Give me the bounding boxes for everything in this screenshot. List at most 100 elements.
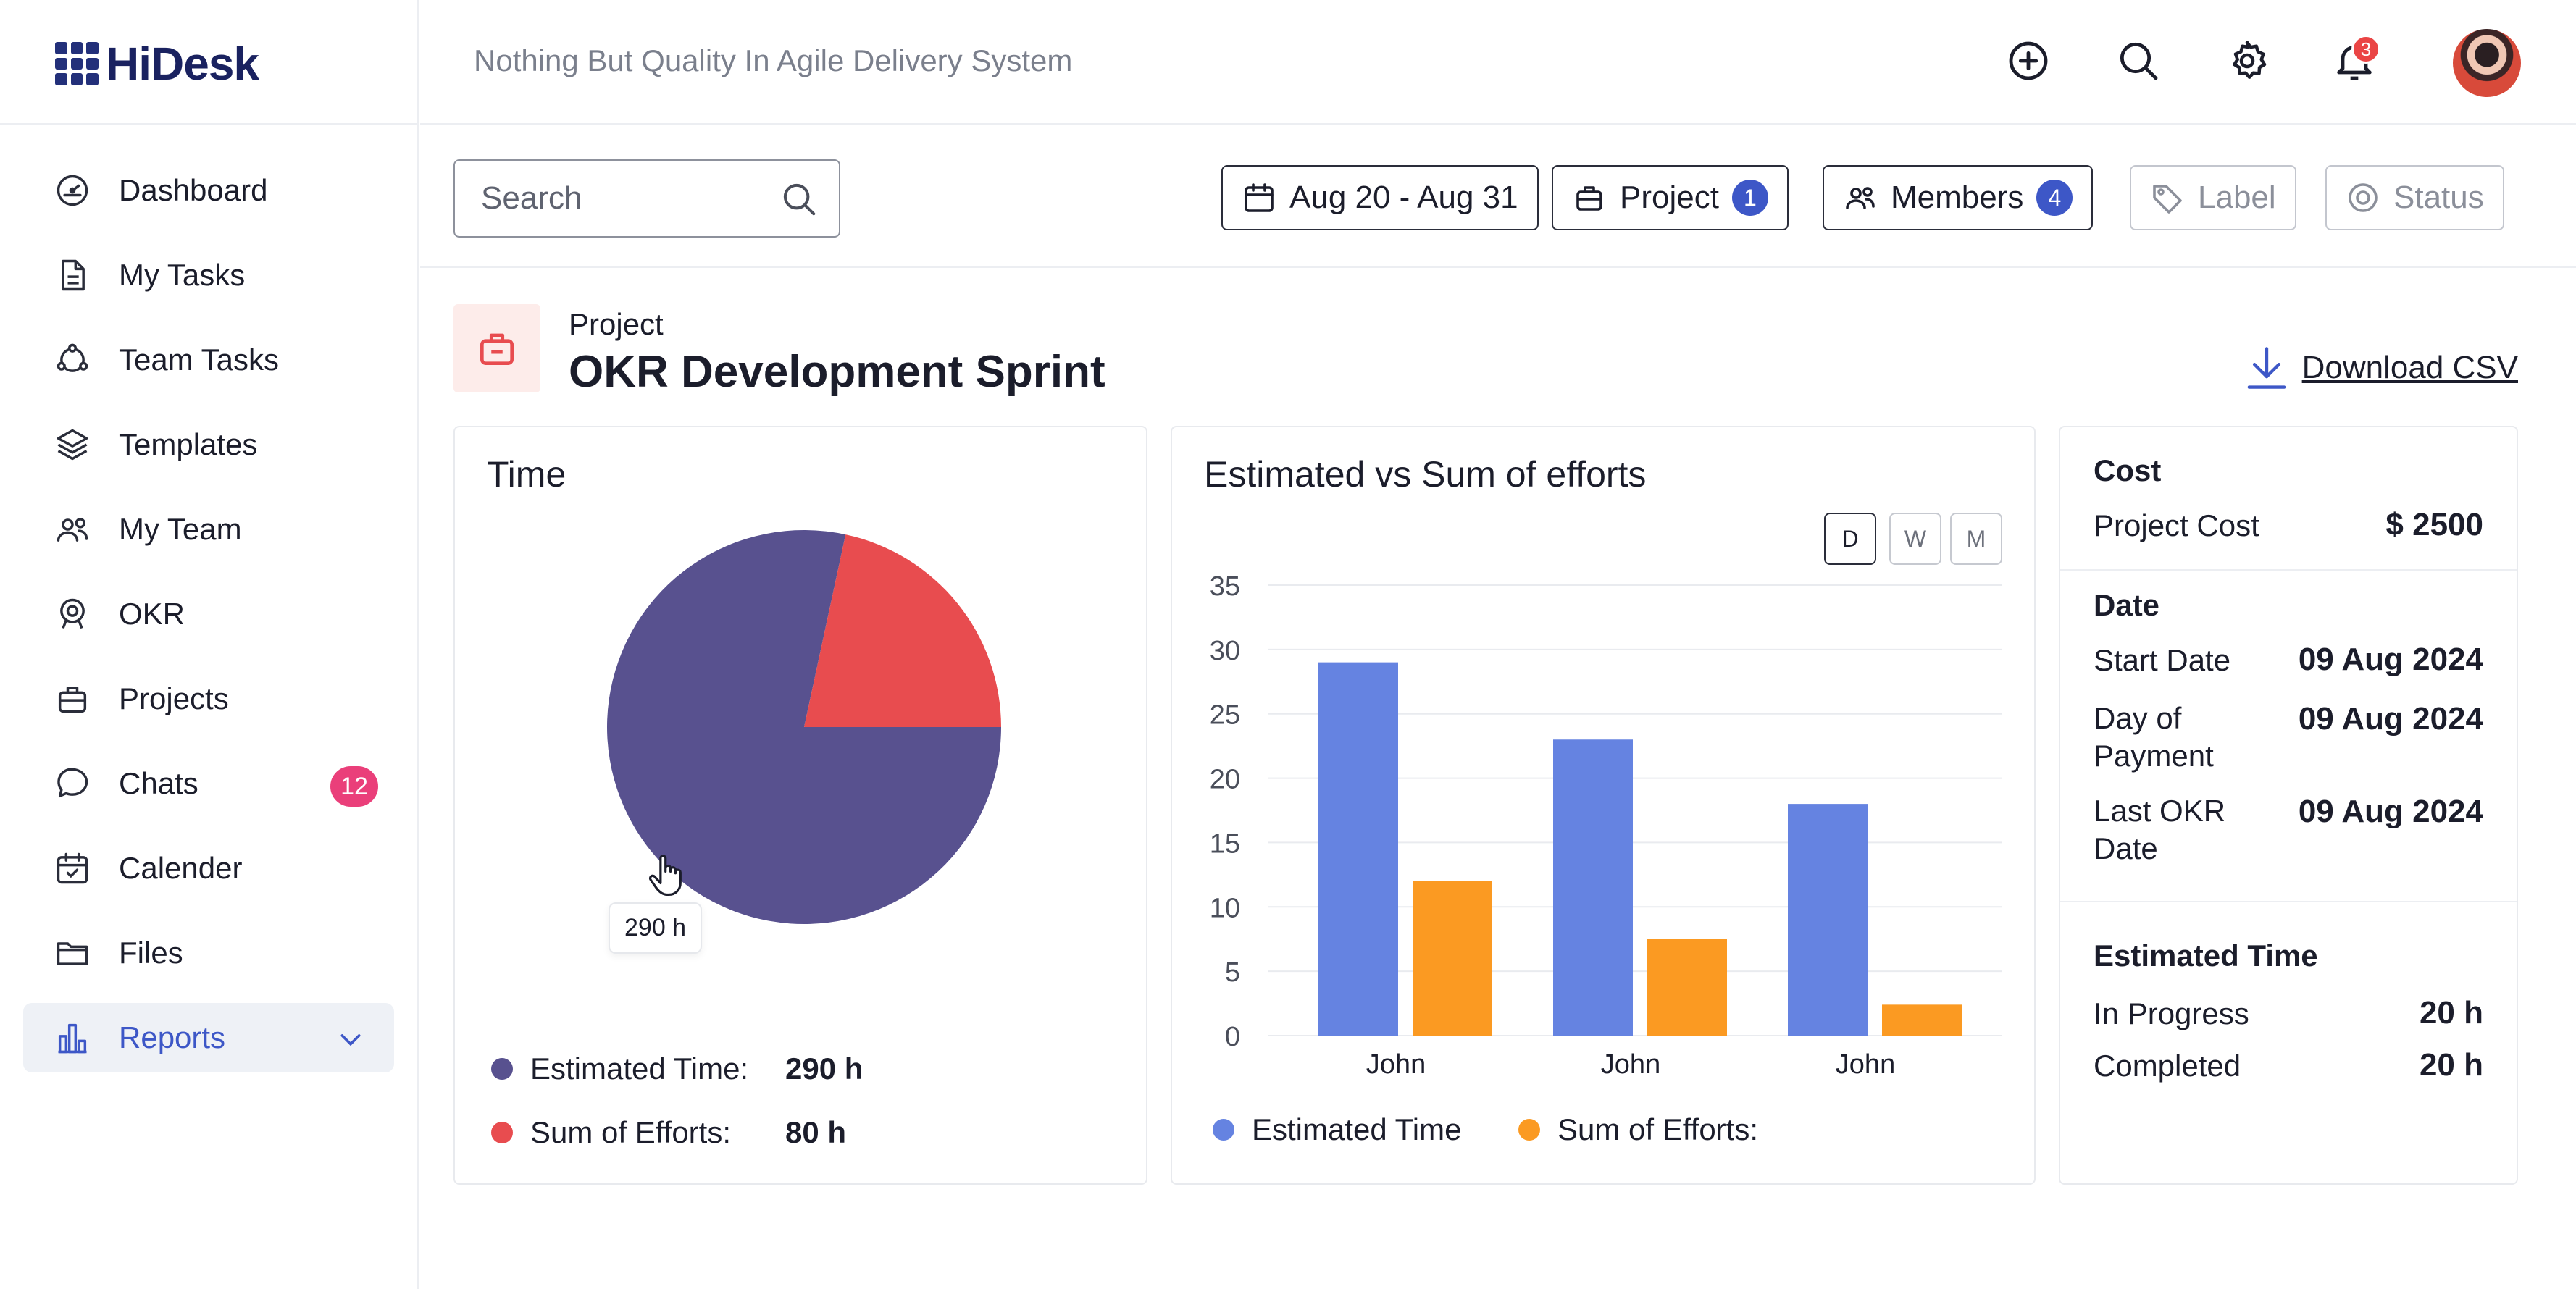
dashboard-icon	[52, 170, 93, 211]
time-pie-chart	[607, 530, 1001, 924]
x-tick-label: John	[1601, 1049, 1660, 1080]
notification-badge: 3	[2351, 35, 2380, 64]
completed-label: Completed	[2094, 1049, 2241, 1083]
legend-dot	[1518, 1119, 1540, 1141]
app-tagline: Nothing But Quality In Agile Delivery Sy…	[474, 43, 1073, 77]
x-tick-label: John	[1366, 1049, 1426, 1080]
start-date-value: 09 Aug 2024	[2298, 642, 2483, 677]
bar-estimated-time-2[interactable]	[1553, 739, 1633, 1036]
settings-button[interactable]	[2218, 32, 2276, 90]
chevron-down-icon[interactable]	[336, 1025, 365, 1054]
bar-sum-of-efforts-1[interactable]	[1413, 881, 1492, 1036]
y-tick-label: 35	[1210, 571, 1240, 602]
project-badge	[453, 304, 540, 392]
sidebar-item-projects[interactable]: Projects	[23, 664, 394, 734]
legend-label: Estimated Time	[1252, 1112, 1462, 1146]
logo[interactable]: HiDesk	[55, 35, 259, 93]
estimated-time-title: Estimated Time	[2094, 939, 2318, 973]
notifications-button[interactable]: 3	[2325, 32, 2383, 90]
label-filter[interactable]: Label	[2130, 165, 2296, 230]
legend-estimated-time: Estimated Time	[1213, 1112, 1461, 1147]
tag-icon	[2153, 185, 2182, 214]
download-csv-label: Download CSV	[2301, 350, 2518, 385]
calendar-icon	[52, 848, 93, 889]
status-filter-label: Status	[2393, 180, 2484, 215]
sidebar-item-label: Files	[119, 936, 183, 970]
search-button[interactable]	[2109, 32, 2167, 90]
folder-icon	[52, 933, 93, 973]
period-month-button[interactable]: M	[1950, 513, 2002, 565]
legend-dot	[491, 1058, 513, 1080]
last-okr-date-label: Last OKR Date	[2094, 794, 2226, 865]
team-tasks-icon	[52, 340, 93, 380]
legend-sum-of-efforts: Sum of Efforts:	[1518, 1112, 1758, 1147]
project-info-card: Cost Project Cost $ 2500 Date Start Date…	[2059, 426, 2518, 1185]
logo-icon	[55, 42, 99, 85]
users-icon	[52, 509, 93, 550]
sidebar-item-my-tasks[interactable]: My Tasks	[23, 240, 394, 310]
status-filter[interactable]: Status	[2325, 165, 2504, 230]
sidebar-item-chats[interactable]: Chats 12	[23, 749, 394, 818]
sidebar-item-label: Reports	[119, 1020, 226, 1054]
project-cost-label: Project Cost	[2094, 508, 2259, 542]
period-week-button[interactable]: W	[1889, 513, 1941, 565]
period-day-button[interactable]: D	[1824, 513, 1876, 565]
legend-label: Sum of Efforts:	[530, 1115, 731, 1149]
sidebar-item-label: OKR	[119, 597, 185, 631]
project-filter-label: Project	[1620, 180, 1719, 215]
filter-bar: Aug 20 - Aug 31 Project 1 Members 4 Labe…	[420, 125, 2576, 268]
briefcase-icon	[52, 679, 93, 719]
search-icon[interactable]	[779, 180, 819, 219]
legend-label: Sum of Efforts:	[1557, 1112, 1758, 1146]
effort-card-title: Estimated vs Sum of efforts	[1204, 454, 1647, 495]
members-filter-label: Members	[1891, 180, 2024, 215]
completed-value: 20 h	[2419, 1047, 2483, 1083]
search-box[interactable]	[453, 159, 840, 238]
legend-label: Estimated Time:	[530, 1051, 749, 1086]
gear-icon	[2233, 41, 2267, 79]
target-icon	[52, 594, 93, 634]
y-tick-label: 5	[1225, 957, 1240, 988]
divider	[2060, 569, 2517, 571]
in-progress-value: 20 h	[2419, 995, 2483, 1030]
sidebar-item-templates[interactable]: Templates	[23, 410, 394, 479]
sidebar-item-label: My Team	[119, 512, 242, 546]
calendar-icon	[1245, 183, 1274, 212]
download-icon	[2247, 347, 2286, 389]
avatar[interactable]	[2453, 29, 2521, 97]
pie-tooltip: 290 h	[609, 902, 703, 954]
date-range-filter[interactable]: Aug 20 - Aug 31	[1221, 165, 1539, 230]
bar-sum-of-efforts-3[interactable]	[1882, 1004, 1962, 1036]
project-filter[interactable]: Project 1	[1552, 165, 1789, 230]
sidebar-item-files[interactable]: Files	[23, 918, 394, 988]
download-csv-link[interactable]: Download CSV	[2246, 345, 2518, 391]
bar-sum-of-efforts-2[interactable]	[1647, 939, 1727, 1036]
sidebar-item-label: Dashboard	[119, 173, 268, 207]
sidebar-nav: Dashboard My Tasks Team Tasks Templates …	[23, 156, 394, 1088]
bar-estimated-time-1[interactable]	[1318, 662, 1398, 1036]
users-icon	[1846, 187, 1875, 209]
sidebar-item-my-team[interactable]: My Team	[23, 495, 394, 564]
logo-text: HiDesk	[106, 38, 259, 90]
search-input[interactable]	[481, 180, 756, 217]
sidebar: HiDesk Dashboard My Tasks Team Tasks Te	[0, 0, 419, 1289]
plus-circle-icon	[2009, 41, 2048, 80]
sidebar-item-team-tasks[interactable]: Team Tasks	[23, 325, 394, 395]
sidebar-item-okr[interactable]: OKR	[23, 579, 394, 649]
briefcase-icon	[480, 333, 514, 365]
last-okr-date-value: 09 Aug 2024	[2298, 794, 2483, 829]
cost-title: Cost	[2094, 453, 2162, 487]
bar-estimated-time-3[interactable]	[1788, 804, 1868, 1036]
briefcase-icon	[1576, 186, 1602, 211]
legend-sum-of-efforts: Sum of Efforts: 80 h	[491, 1115, 846, 1150]
sidebar-item-reports[interactable]: Reports	[23, 1003, 394, 1072]
effort-card: Estimated vs Sum of efforts D W M 0 5 10 15…	[1171, 426, 2036, 1185]
members-filter[interactable]: Members 4	[1823, 165, 2094, 230]
sidebar-item-calender[interactable]: Calender	[23, 834, 394, 903]
sidebar-item-dashboard[interactable]: Dashboard	[23, 156, 394, 225]
document-icon	[52, 255, 93, 295]
date-range-label: Aug 20 - Aug 31	[1289, 180, 1518, 215]
pie-slice-sum-of-efforts[interactable]	[804, 534, 1001, 727]
y-tick-label: 20	[1210, 765, 1240, 795]
add-button[interactable]	[1999, 32, 2057, 90]
